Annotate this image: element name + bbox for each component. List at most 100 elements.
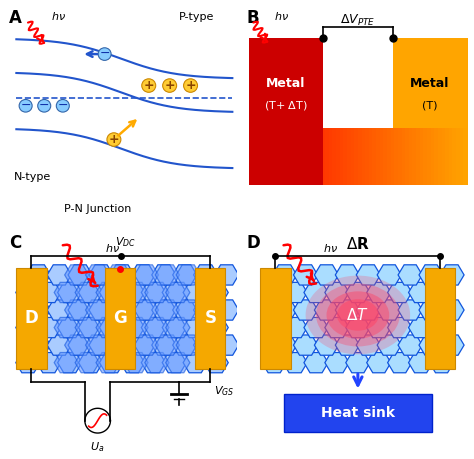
Ellipse shape — [337, 299, 379, 330]
Text: D: D — [25, 309, 38, 327]
Bar — [249, 38, 323, 128]
Bar — [325, 38, 330, 185]
Circle shape — [163, 79, 177, 92]
Bar — [354, 38, 359, 185]
Text: N-type: N-type — [14, 172, 51, 182]
Bar — [260, 268, 291, 369]
Circle shape — [56, 100, 69, 112]
Bar — [249, 128, 323, 185]
Bar — [423, 38, 428, 185]
Bar — [278, 38, 283, 185]
Text: C: C — [9, 234, 22, 252]
Text: $\Delta T$: $\Delta T$ — [346, 307, 369, 323]
Bar — [438, 38, 443, 185]
Bar — [425, 268, 456, 369]
Text: G: G — [113, 309, 127, 327]
Bar — [16, 268, 46, 369]
Bar — [336, 38, 341, 185]
Text: B: B — [246, 9, 259, 27]
Bar — [351, 38, 356, 185]
Text: +: + — [185, 79, 196, 92]
Bar — [369, 38, 374, 185]
Text: Heat sink: Heat sink — [321, 406, 395, 420]
Bar — [314, 38, 319, 185]
Bar — [340, 38, 345, 185]
Bar — [256, 38, 261, 185]
Bar — [464, 38, 468, 185]
Bar — [263, 38, 268, 185]
Text: h$\nu$: h$\nu$ — [105, 242, 119, 254]
Ellipse shape — [316, 284, 400, 347]
Bar — [289, 38, 293, 185]
Bar — [358, 38, 363, 185]
Text: $\Delta$R: $\Delta$R — [346, 236, 370, 252]
Bar — [323, 38, 392, 128]
Text: Metal: Metal — [410, 77, 449, 90]
Bar — [420, 38, 425, 185]
Bar — [412, 38, 417, 185]
Circle shape — [19, 100, 32, 112]
Bar — [416, 38, 421, 185]
Bar — [391, 38, 395, 185]
Text: +: + — [109, 133, 119, 146]
Text: S: S — [204, 309, 216, 327]
Bar — [249, 38, 254, 185]
Text: A: A — [9, 9, 22, 27]
Text: −: − — [100, 47, 110, 60]
Bar — [292, 38, 297, 185]
Bar — [285, 38, 290, 185]
Text: h$\nu$: h$\nu$ — [51, 11, 66, 22]
Text: P-type: P-type — [179, 12, 214, 22]
Text: −: − — [57, 99, 68, 112]
Bar — [445, 38, 450, 185]
Text: −: − — [20, 99, 31, 112]
Bar — [274, 38, 279, 185]
Text: +: + — [164, 79, 175, 92]
Bar — [398, 38, 403, 185]
Text: $U_a$: $U_a$ — [91, 440, 105, 453]
Text: (T): (T) — [422, 101, 438, 111]
Bar — [392, 38, 467, 128]
Bar — [310, 38, 315, 185]
Text: Metal: Metal — [266, 77, 306, 90]
Bar — [195, 268, 226, 369]
Text: +: + — [144, 79, 154, 92]
Bar — [347, 38, 352, 185]
Circle shape — [98, 48, 111, 61]
Bar — [442, 38, 447, 185]
Bar — [307, 38, 312, 185]
Text: D: D — [246, 234, 260, 252]
Bar — [282, 38, 286, 185]
Bar — [453, 38, 457, 185]
Bar — [373, 38, 377, 185]
Text: −: − — [39, 99, 49, 112]
Text: $\Delta V_{PTE}$: $\Delta V_{PTE}$ — [340, 13, 375, 28]
Bar — [401, 38, 406, 185]
Bar — [267, 38, 272, 185]
Bar — [300, 38, 304, 185]
Circle shape — [38, 100, 51, 112]
Text: $V_{DC}$: $V_{DC}$ — [115, 235, 136, 249]
Text: $V_{GS}$: $V_{GS}$ — [214, 385, 234, 398]
Bar — [456, 38, 461, 185]
Bar — [321, 38, 326, 185]
Text: h$\nu$: h$\nu$ — [274, 11, 289, 22]
Bar — [252, 38, 257, 185]
Bar — [449, 38, 454, 185]
Circle shape — [142, 79, 155, 92]
Bar — [380, 38, 384, 185]
Bar — [303, 38, 308, 185]
Bar — [409, 38, 414, 185]
Text: h$\nu$: h$\nu$ — [323, 242, 338, 254]
Bar — [283, 394, 432, 432]
Ellipse shape — [306, 275, 410, 354]
Bar — [434, 38, 439, 185]
Bar — [296, 38, 301, 185]
Bar — [271, 38, 275, 185]
Circle shape — [107, 133, 121, 146]
Bar — [431, 38, 436, 185]
Bar — [318, 38, 323, 185]
Bar — [427, 38, 432, 185]
Bar — [387, 38, 392, 185]
Bar — [460, 38, 465, 185]
